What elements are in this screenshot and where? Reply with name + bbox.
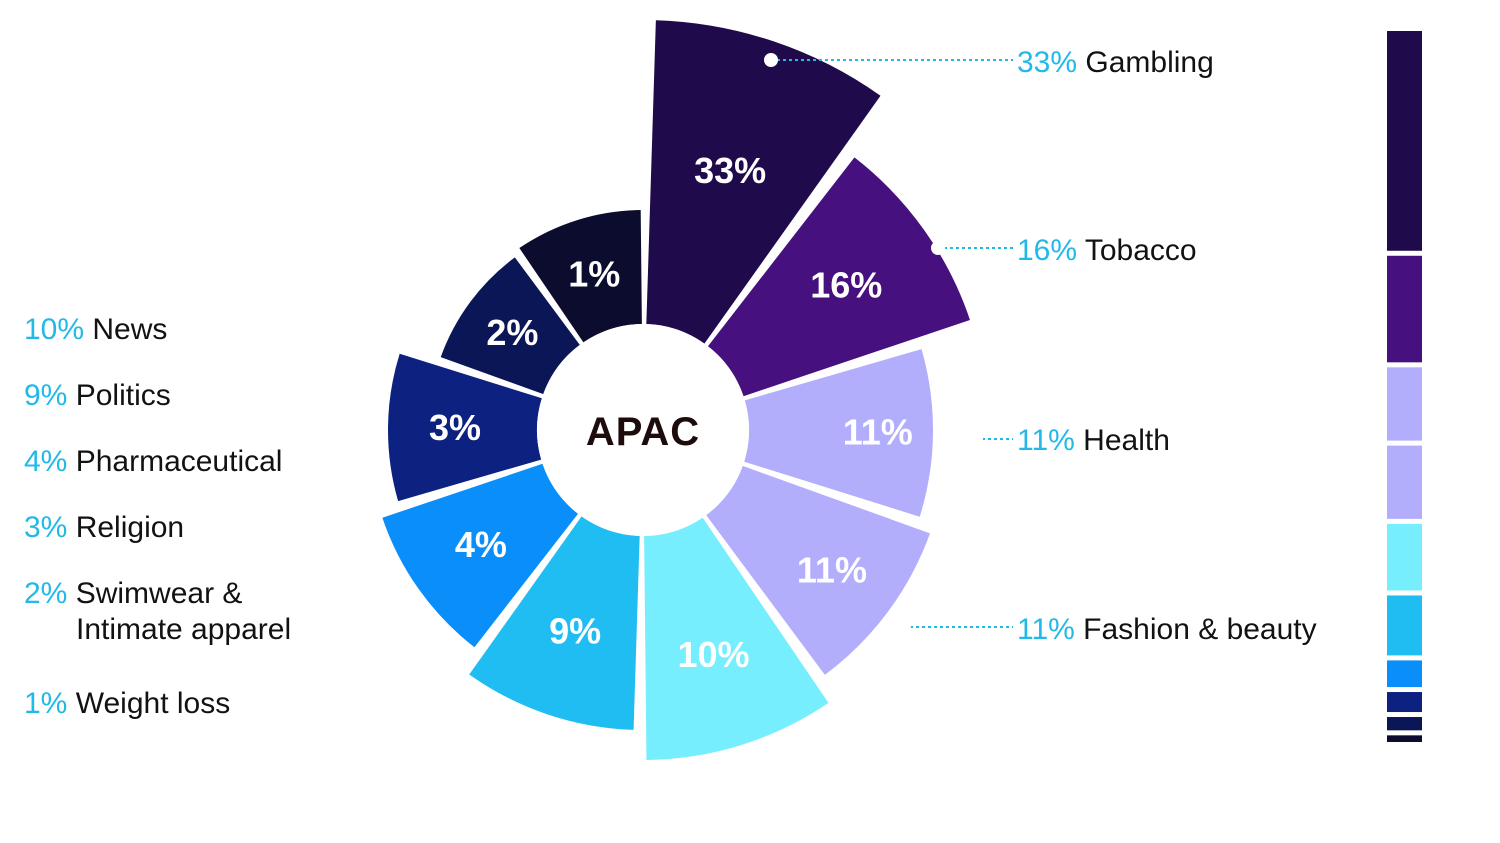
legend-label: Swimwear & (75, 577, 243, 610)
slice-pharmaceutical (382, 463, 579, 648)
bar-segment-health (1387, 367, 1422, 441)
slice-value-label: 11% (797, 549, 867, 590)
bar-segment-swimwear-intimate-apparel (1387, 717, 1422, 731)
legend-label: News (92, 313, 168, 346)
legend-item-news: 10% News (24, 312, 167, 348)
center-hole (537, 324, 749, 536)
callouts-group: 33% Gambling 16% Tobacco 11% Health 11% Fas… (764, 46, 1317, 646)
legend-item-pharmaceutical: 4% Pharmaceutical (24, 444, 282, 480)
bar-segment-religion (1387, 692, 1422, 713)
bar-segment-politics (1387, 595, 1422, 656)
slice-value-label: 10% (678, 634, 750, 675)
legend-label: Pharmaceutical (75, 445, 283, 478)
legend-label: Weight loss (75, 687, 231, 720)
legend-pct: 3% (24, 511, 68, 544)
bar-segment-pharmaceutical (1387, 660, 1422, 688)
slice-weight-loss (519, 210, 642, 343)
callout-dot (969, 432, 983, 446)
callout-label: 33% Gambling (1017, 46, 1214, 79)
legend-item-swimwear: 2% Swimwear & Intimate apparel (24, 576, 291, 648)
slice-value-label: 2% (486, 312, 538, 353)
bar-segment-news (1387, 523, 1422, 591)
legend-label: Religion (75, 511, 185, 544)
chart-title: APAC (586, 410, 700, 454)
slice-value-label: 3% (429, 407, 481, 448)
slice-fashion-beauty (706, 465, 930, 675)
slice-value-label: 9% (549, 611, 601, 652)
slice-value-label: 4% (455, 524, 507, 565)
slice-value-label: 33% (694, 150, 766, 191)
callout-dot (931, 241, 945, 255)
callout-label: 16% Tobacco (1017, 234, 1197, 267)
legend-pct: 2% (24, 577, 68, 610)
slice-value-label: 1% (568, 253, 620, 294)
slice-health (744, 349, 933, 517)
bar-segment-gambling (1387, 31, 1422, 251)
legend-item-weight-loss: 1% Weight loss (24, 686, 230, 722)
legend-pct: 1% (24, 687, 68, 720)
slices-group (382, 20, 970, 760)
bar-segment-fashion-beauty (1387, 445, 1422, 519)
legend-item-politics: 9% Politics (24, 378, 171, 414)
legend-pct: 9% (24, 379, 68, 412)
callout-dot (897, 620, 911, 634)
slice-gambling (646, 20, 881, 344)
slice-swimwear-intimate-apparel (440, 257, 580, 395)
slice-religion (388, 353, 542, 502)
legend-pct: 10% (24, 313, 85, 346)
slice-value-label: 16% (810, 265, 882, 306)
legend-pct: 4% (24, 445, 68, 478)
legend-label-line2: Intimate apparel (76, 613, 292, 646)
legend-item-religion: 3% Religion (24, 510, 184, 546)
callout-label: 11% Health (1017, 424, 1170, 457)
legend-label: Politics (75, 379, 171, 412)
bar-segment-weight-loss (1387, 735, 1422, 742)
bar-segment-tobacco (1387, 255, 1422, 363)
slice-politics (469, 516, 640, 730)
stacked-color-bar (1387, 31, 1422, 742)
slice-news (644, 517, 829, 760)
callout-label: 11% Fashion & beauty (1017, 613, 1317, 646)
slice-tobacco (707, 157, 970, 397)
callout-dot (764, 53, 778, 67)
slice-value-label: 11% (843, 411, 913, 452)
slice-labels-group: 33% 16% 11% 11% 10% 9% 4% 3% 2% 1% (429, 150, 913, 675)
